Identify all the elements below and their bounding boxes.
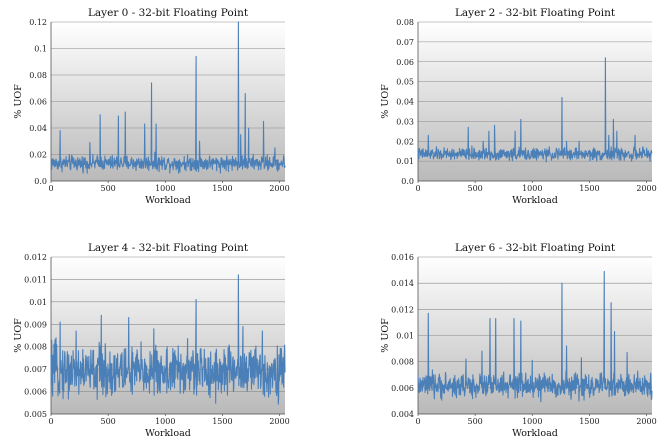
y-tick-label: 0.016 (391, 253, 414, 262)
y-tick-label: 0.011 (24, 275, 47, 284)
x-tick-label: 500 (100, 184, 115, 193)
x-axis-label: Workload (512, 195, 558, 206)
x-tick-label: 2000 (269, 184, 289, 193)
y-tick-label: 0.04 (29, 124, 47, 133)
series-line (417, 270, 653, 403)
x-tick-label: 1500 (579, 417, 599, 426)
y-axis-label: % UOF (13, 318, 24, 353)
y-tick-label: 0.04 (396, 98, 414, 107)
y-tick-label: 0.08 (29, 71, 47, 80)
y-tick-label: 0.0 (34, 177, 47, 186)
y-tick-label: 0.05 (396, 78, 414, 87)
y-tick-label: 0.02 (396, 137, 414, 146)
plot-background (51, 257, 285, 414)
x-axis-label: Workload (512, 428, 558, 437)
x-axis-label: Workload (145, 195, 191, 206)
y-tick-label: 0.03 (396, 117, 414, 126)
y-tick-label: 0.009 (24, 320, 47, 329)
series-line (417, 57, 653, 163)
y-tick-label: 0.004 (391, 410, 414, 419)
y-tick-label: 0.005 (24, 410, 47, 419)
y-tick-label: 0.006 (391, 384, 414, 393)
series-line (50, 274, 286, 405)
panel-0: 0.0 0.02 0.04 0.06 0.08 0.1 0.12 0 500 1000 1500 20… (13, 7, 290, 206)
x-tick-label: 1500 (212, 184, 232, 193)
y-tick-label: 0.08 (396, 18, 414, 27)
x-tick-label: 2000 (636, 184, 656, 193)
y-tick-label: 0.006 (24, 388, 47, 397)
x-tick-label: 0 (415, 417, 420, 426)
x-tick-label: 1000 (522, 184, 542, 193)
panel-1: 0.0 0.01 0.02 0.03 0.04 0.05 0.06 0.07 0.08 0 500 1… (380, 7, 657, 206)
y-axis-label: % UOF (13, 84, 24, 119)
y-tick-label: 0.01 (396, 157, 414, 166)
x-tick-label: 500 (100, 417, 115, 426)
panel-3: 0.004 0.006 0.008 0.01 0.012 0.014 0.016 0 500 10… (380, 242, 657, 437)
x-tick-label: 1000 (155, 417, 175, 426)
series-line (50, 21, 286, 174)
y-tick-label: 0.012 (391, 305, 414, 314)
y-tick-label: 0.02 (29, 151, 47, 160)
y-tick-label: 0.01 (29, 298, 47, 307)
y-tick-label: 0.06 (29, 98, 47, 107)
y-tick-label: 0.1 (34, 45, 47, 54)
y-tick-label: 0.012 (24, 253, 47, 262)
x-tick-label: 500 (467, 417, 482, 426)
chart-title: Layer 6 - 32-bit Floating Point (455, 242, 616, 254)
y-tick-label: 0.008 (24, 343, 47, 352)
x-tick-label: 0 (48, 417, 53, 426)
x-tick-label: 1500 (212, 417, 232, 426)
x-tick-label: 1000 (155, 184, 175, 193)
x-tick-label: 0 (415, 184, 420, 193)
panel-2: 0.005 0.006 0.007 0.008 0.009 0.01 0.011 0.012 0… (13, 242, 290, 437)
x-tick-label: 2000 (636, 417, 656, 426)
x-tick-label: 1500 (579, 184, 599, 193)
y-tick-label: 0.06 (396, 58, 414, 67)
y-axis-label: % UOF (380, 84, 391, 119)
y-tick-label: 0.0 (401, 177, 414, 186)
x-tick-label: 2000 (269, 417, 289, 426)
chart-title: Layer 0 - 32-bit Floating Point (88, 7, 249, 19)
y-tick-label: 0.007 (24, 365, 47, 374)
y-axis-label: % UOF (380, 318, 391, 353)
x-tick-label: 500 (467, 184, 482, 193)
x-tick-label: 1000 (522, 417, 542, 426)
x-axis-label: Workload (145, 428, 191, 437)
y-tick-label: 0.01 (396, 332, 414, 341)
y-tick-label: 0.008 (391, 358, 414, 367)
x-tick-label: 0 (48, 184, 53, 193)
chart-title: Layer 2 - 32-bit Floating Point (455, 7, 616, 19)
y-tick-label: 0.07 (396, 38, 414, 47)
y-tick-label: 0.014 (391, 279, 414, 288)
chart-title: Layer 4 - 32-bit Floating Point (88, 242, 249, 254)
y-tick-label: 0.12 (29, 18, 47, 27)
